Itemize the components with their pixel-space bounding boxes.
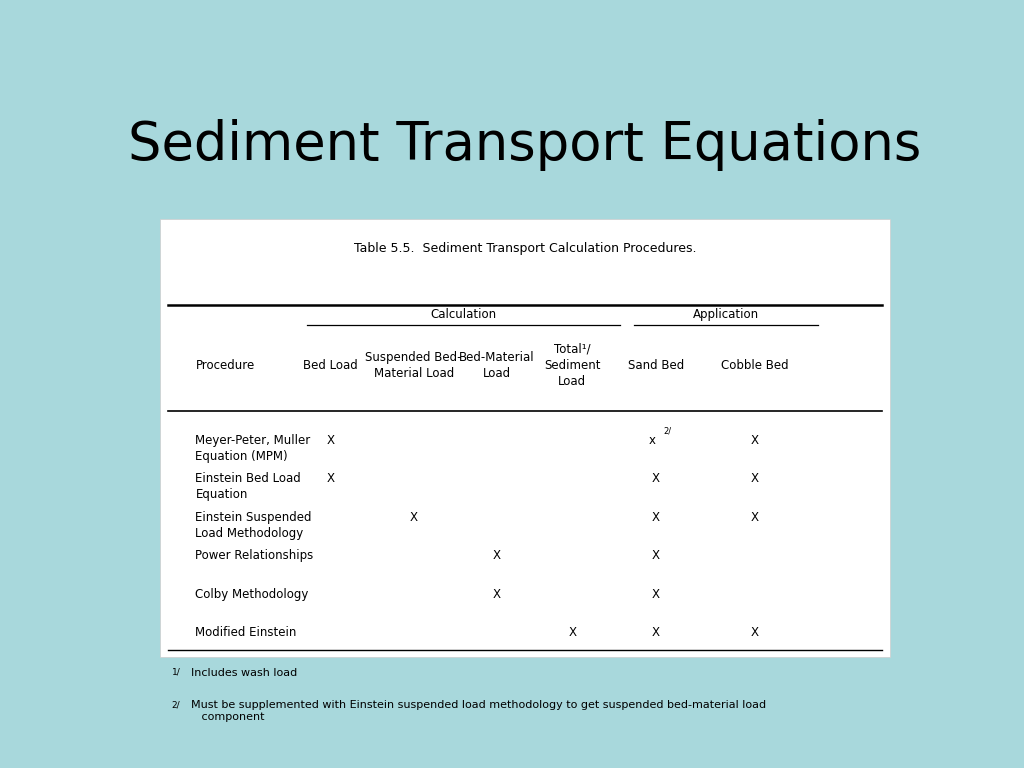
Text: 1/: 1/ (172, 667, 180, 677)
Text: 2/: 2/ (172, 700, 180, 709)
Text: X: X (751, 511, 759, 524)
Text: X: X (493, 549, 501, 562)
Text: x: x (648, 434, 655, 447)
Text: Total¹/
Sediment
Load: Total¹/ Sediment Load (544, 343, 601, 388)
Text: Einstein Bed Load
Equation: Einstein Bed Load Equation (196, 472, 301, 502)
Text: Sediment Transport Equations: Sediment Transport Equations (128, 119, 922, 170)
Text: Bed-Material
Load: Bed-Material Load (459, 351, 535, 380)
Bar (160, 220, 890, 657)
Text: Application: Application (693, 308, 760, 321)
Text: Cobble Bed: Cobble Bed (721, 359, 788, 372)
Text: Calculation: Calculation (430, 308, 497, 321)
Text: Sand Bed: Sand Bed (628, 359, 684, 372)
Text: Modified Einstein: Modified Einstein (196, 626, 297, 639)
Text: 2/: 2/ (664, 427, 672, 436)
Text: X: X (651, 588, 659, 601)
Text: X: X (651, 626, 659, 639)
Text: Einstein Suspended
Load Methodology: Einstein Suspended Load Methodology (196, 511, 312, 540)
Text: Procedure: Procedure (196, 359, 255, 372)
Text: Includes wash load: Includes wash load (191, 667, 298, 677)
Text: Bed Load: Bed Load (303, 359, 357, 372)
Text: X: X (751, 626, 759, 639)
Text: Colby Methodology: Colby Methodology (196, 588, 309, 601)
Text: X: X (651, 511, 659, 524)
Text: X: X (651, 549, 659, 562)
Text: Meyer-Peter, Muller
Equation (MPM): Meyer-Peter, Muller Equation (MPM) (196, 434, 310, 463)
Text: Suspended Bed-
Material Load: Suspended Bed- Material Load (366, 351, 462, 380)
Text: X: X (568, 626, 577, 639)
Text: Power Relationships: Power Relationships (196, 549, 313, 562)
Text: Table 5.5.  Sediment Transport Calculation Procedures.: Table 5.5. Sediment Transport Calculatio… (353, 242, 696, 255)
Text: X: X (327, 472, 335, 485)
Text: X: X (751, 434, 759, 447)
Text: X: X (410, 511, 418, 524)
Text: X: X (327, 434, 335, 447)
Text: X: X (493, 588, 501, 601)
Text: X: X (751, 472, 759, 485)
Text: Must be supplemented with Einstein suspended load methodology to get suspended b: Must be supplemented with Einstein suspe… (191, 700, 767, 722)
Text: X: X (651, 472, 659, 485)
